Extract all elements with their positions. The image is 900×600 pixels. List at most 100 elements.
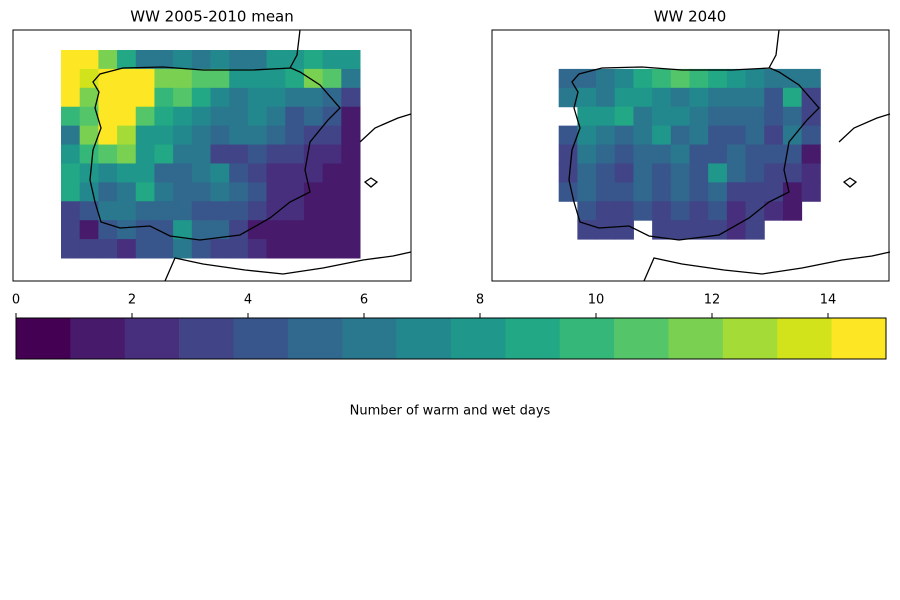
colorbar-segment — [777, 318, 832, 359]
heatmap-cell — [117, 87, 137, 108]
heatmap-cell — [745, 125, 765, 146]
heatmap-cell — [61, 50, 81, 70]
heatmap-cell — [285, 239, 305, 259]
heatmap-cell — [154, 68, 174, 89]
heatmap-cell — [341, 201, 361, 221]
heatmap-cell — [670, 182, 690, 202]
heatmap-cell — [322, 125, 342, 146]
colorbar-tick-label: 2 — [128, 293, 136, 308]
heatmap-cell — [154, 163, 174, 183]
heatmap-cell — [652, 68, 672, 89]
heatmap-cell — [782, 106, 803, 127]
heatmap-cell — [79, 125, 99, 146]
heatmap-cell — [341, 239, 361, 259]
heatmap-cell — [322, 201, 342, 221]
heatmap-cell — [596, 125, 616, 146]
heatmap-cell — [782, 163, 803, 183]
heatmap-cell — [98, 182, 118, 202]
heatmap-cell — [670, 125, 690, 146]
heatmap-cell — [708, 87, 728, 108]
heatmap-cell — [689, 144, 709, 164]
heatmap-cell — [247, 239, 268, 259]
heatmap-cell — [210, 163, 230, 183]
heatmap-cell — [247, 182, 268, 202]
heatmap-cell — [633, 125, 653, 146]
heatmap-cell — [79, 106, 99, 127]
heatmap-cell — [726, 163, 747, 183]
heatmap-cell — [266, 220, 286, 240]
heatmap-cell — [689, 68, 709, 89]
heatmap-cell — [633, 144, 653, 164]
heatmap-cell — [247, 106, 268, 127]
heatmap-cell — [596, 87, 616, 108]
heatmap-cell — [577, 144, 597, 164]
heatmap-cell — [322, 182, 342, 202]
heatmap-cell — [79, 87, 99, 108]
colorbar-tick-label: 6 — [360, 293, 368, 308]
colorbar-segment — [233, 318, 289, 359]
heatmap-cell — [247, 163, 268, 183]
heatmap-cell — [210, 182, 230, 202]
heatmap-cell — [117, 125, 137, 146]
heatmap-cell — [285, 106, 305, 127]
heatmap-cell — [764, 163, 784, 183]
heatmap-cell — [558, 125, 578, 146]
heatmap-cell — [229, 144, 249, 164]
heatmap-cell — [577, 106, 597, 127]
heatmap-cell — [191, 87, 211, 108]
heatmap-cell — [266, 239, 286, 259]
heatmap-cell — [247, 50, 268, 70]
heatmap-cell — [61, 239, 81, 259]
heatmap-cell — [596, 68, 616, 89]
heatmap-cell — [210, 201, 230, 221]
heatmap-cell — [341, 220, 361, 240]
heatmap-cell — [229, 182, 249, 202]
heatmap-cell — [247, 144, 268, 164]
colorbar-tick-label: 14 — [820, 293, 837, 308]
heatmap-cell — [154, 239, 174, 259]
heatmap-cell — [191, 68, 211, 89]
heatmap-cell — [229, 239, 249, 259]
heatmap-cell — [154, 182, 174, 202]
heatmap-cell — [266, 201, 286, 221]
heatmap-cell — [577, 163, 597, 183]
heatmap-cell — [247, 220, 268, 240]
heatmap-cell — [79, 50, 99, 70]
colorbar-frame — [15, 317, 887, 360]
heatmap-cell — [285, 144, 305, 164]
heatmap-cell — [764, 201, 784, 221]
heatmap-cell — [558, 163, 578, 183]
heatmap-cell — [801, 163, 821, 183]
heatmap-cell — [266, 163, 286, 183]
heatmap-cell — [98, 201, 118, 221]
heatmap-cell — [191, 144, 211, 164]
heatmap-cell — [61, 106, 81, 127]
heatmap-cell — [117, 144, 137, 164]
heatmap-cell — [764, 144, 784, 164]
heatmap-cell — [98, 220, 118, 240]
heatmap-cell — [173, 239, 193, 259]
heatmap-cell — [154, 50, 174, 70]
colorbar-segment — [722, 318, 778, 359]
heatmap-cell — [782, 125, 803, 146]
heatmap-cell — [303, 50, 324, 70]
heatmap-cell — [247, 87, 268, 108]
heatmap-cell — [303, 239, 324, 259]
heatmap-cell — [98, 50, 118, 70]
heatmap-cell — [98, 87, 118, 108]
heatmap-cell — [135, 220, 155, 240]
heatmap-cell — [341, 50, 361, 70]
heatmap-cell — [117, 201, 137, 221]
heatmap-cell — [745, 163, 765, 183]
heatmap-cell — [79, 144, 99, 164]
heatmap-cell — [745, 201, 765, 221]
colorbar-tick-label: 0 — [12, 293, 20, 308]
heatmap-cell — [745, 182, 765, 202]
panel-frame — [491, 29, 890, 282]
heatmap-cell — [633, 68, 653, 89]
heatmap-cell — [322, 144, 342, 164]
heatmap-cell — [652, 220, 672, 240]
heatmap-cell — [229, 125, 249, 146]
heatmap-cell — [135, 125, 155, 146]
heatmap-cell — [229, 50, 249, 70]
